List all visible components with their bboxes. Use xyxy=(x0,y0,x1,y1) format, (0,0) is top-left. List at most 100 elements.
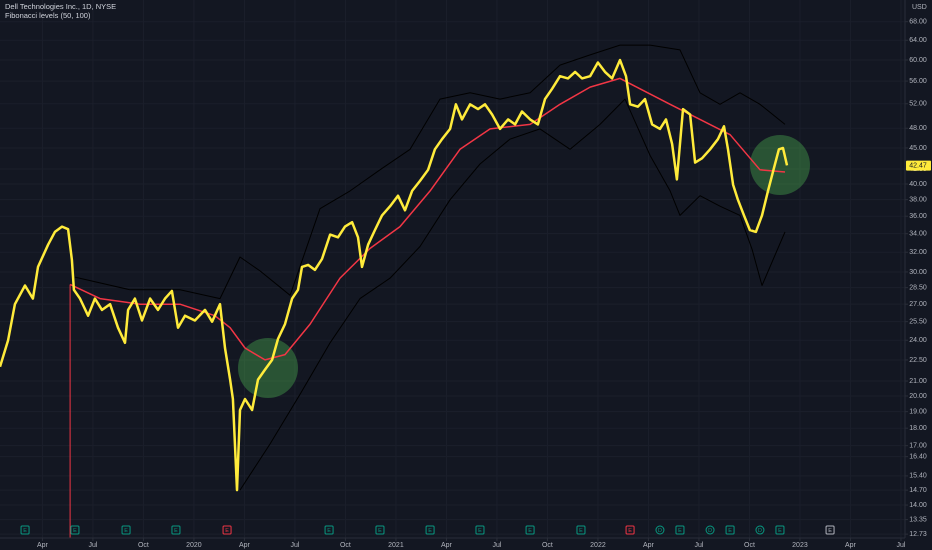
y-tick-label: 27.00 xyxy=(909,301,927,308)
event-icon xyxy=(20,525,30,535)
event-icon xyxy=(171,525,181,535)
y-tick-label: 56.00 xyxy=(909,78,927,85)
event-label: E xyxy=(778,528,782,534)
event-icon xyxy=(121,525,131,535)
event-label: D xyxy=(708,528,712,534)
event-label: E xyxy=(579,528,583,534)
highlight-circle xyxy=(238,338,298,398)
highlight-circle xyxy=(750,135,810,195)
event-icon xyxy=(576,525,586,535)
y-tick-label: 30.00 xyxy=(909,269,927,276)
event-icon xyxy=(425,525,435,535)
price-line xyxy=(0,58,789,492)
event-icon xyxy=(825,525,835,535)
event-label: D xyxy=(758,528,762,534)
event-label: E xyxy=(528,528,532,534)
x-tick-label: Jul xyxy=(896,542,905,549)
event-label: E xyxy=(124,528,128,534)
price-line xyxy=(69,77,786,361)
y-tick-label: 19.00 xyxy=(909,408,927,415)
y-tick-label: 40.00 xyxy=(909,181,927,188)
x-tick-label: Oct xyxy=(744,542,755,549)
axes: 68.0064.0060.0056.0052.0048.0045.0042.00… xyxy=(20,19,931,549)
event-icon xyxy=(705,525,715,535)
chart-title: Dell Technologies Inc., 1D, NYSE xyxy=(5,2,116,11)
event-label: E xyxy=(428,528,432,534)
y-tick-label: 15.40 xyxy=(909,473,927,480)
y-tick-label: 17.00 xyxy=(909,443,927,450)
event-label: D xyxy=(658,528,662,534)
event-icon xyxy=(475,525,485,535)
event-label: E xyxy=(678,528,682,534)
y-tick-label: 32.00 xyxy=(909,249,927,256)
y-tick-label: 12.73 xyxy=(909,531,927,538)
x-tick-label: Oct xyxy=(542,542,553,549)
event-label: E xyxy=(828,528,832,534)
x-tick-label: Oct xyxy=(138,542,149,549)
x-tick-label: Apr xyxy=(37,542,49,549)
event-label: E xyxy=(728,528,732,534)
event-label: E xyxy=(73,528,77,534)
y-tick-label: 22.50 xyxy=(909,357,927,364)
x-tick-label: Apr xyxy=(845,542,857,549)
y-tick-label: 14.70 xyxy=(909,487,927,494)
x-tick-label: Apr xyxy=(643,542,655,549)
event-label: E xyxy=(378,528,382,534)
x-tick-label: Jul xyxy=(88,542,97,549)
plot xyxy=(0,44,789,538)
event-icon xyxy=(222,525,232,535)
event-label: E xyxy=(23,528,27,534)
chart-subtitle: Fibonacci levels (50, 100) xyxy=(5,11,91,20)
y-tick-label: 18.00 xyxy=(909,425,927,432)
price-line xyxy=(74,44,786,300)
x-tick-label: Jul xyxy=(492,542,501,549)
y-tick-label: 34.00 xyxy=(909,231,927,238)
event-icon xyxy=(725,525,735,535)
x-tick-label: Oct xyxy=(340,542,351,549)
x-tick-label: 2020 xyxy=(186,542,202,549)
y-tick-label: 13.35 xyxy=(909,516,927,523)
event-icon xyxy=(70,525,80,535)
y-tick-label: 14.00 xyxy=(909,502,927,509)
event-icon xyxy=(375,525,385,535)
event-icon xyxy=(775,525,785,535)
x-tick-label: Jul xyxy=(290,542,299,549)
y-tick-label: 24.00 xyxy=(909,337,927,344)
x-tick-label: 2021 xyxy=(388,542,404,549)
event-icon xyxy=(324,525,334,535)
x-tick-label: 2022 xyxy=(590,542,606,549)
x-tick-label: 2023 xyxy=(792,542,808,549)
y-tick-label: 64.00 xyxy=(909,37,927,44)
event-label: E xyxy=(478,528,482,534)
y-tick-label: 52.00 xyxy=(909,101,927,108)
y-tick-label: 68.00 xyxy=(909,19,927,26)
last-price-box xyxy=(906,160,931,171)
event-icon xyxy=(675,525,685,535)
y-tick-label: 16.40 xyxy=(909,454,927,461)
x-tick-label: Apr xyxy=(239,542,251,549)
y-tick-label: 38.00 xyxy=(909,197,927,204)
event-icon xyxy=(625,525,635,535)
y-axis-label: USD xyxy=(912,4,927,11)
y-tick-label: 45.00 xyxy=(909,145,927,152)
price-line xyxy=(239,98,786,491)
event-icon xyxy=(755,525,765,535)
event-label: E xyxy=(225,528,229,534)
x-tick-label: Apr xyxy=(441,542,453,549)
y-tick-label: 36.00 xyxy=(909,213,927,220)
event-label: E xyxy=(628,528,632,534)
y-tick-label: 48.00 xyxy=(909,125,927,132)
y-tick-label: 28.50 xyxy=(909,284,927,291)
y-tick-label: 20.00 xyxy=(909,393,927,400)
y-tick-label: 25.50 xyxy=(909,319,927,326)
event-label: E xyxy=(174,528,178,534)
y-tick-label: 60.00 xyxy=(909,57,927,64)
x-tick-label: Jul xyxy=(694,542,703,549)
event-icon xyxy=(525,525,535,535)
grid xyxy=(0,0,905,538)
last-price-label: 42.47 xyxy=(909,163,927,170)
event-icon xyxy=(655,525,665,535)
